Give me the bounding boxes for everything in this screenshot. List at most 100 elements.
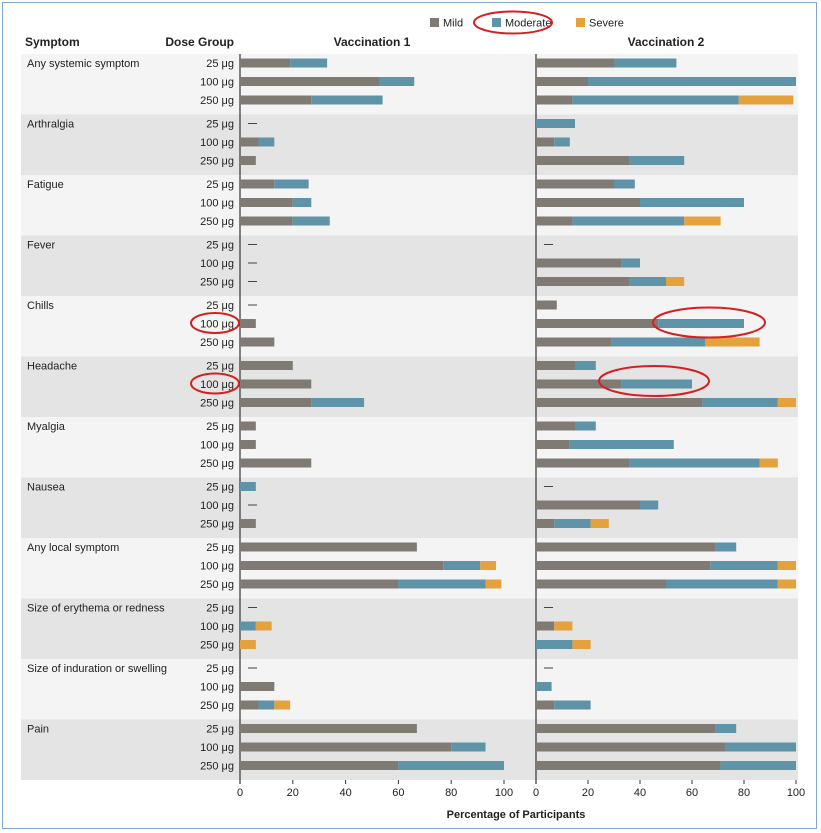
v2-arthralgia-250-ug-moderate-bar: [629, 156, 685, 165]
v2-any-local-symptom-100-ug-severe-bar: [777, 561, 796, 570]
v1-fatigue-100-ug-moderate-bar: [292, 198, 312, 207]
v1-fatigue-250-ug-moderate-bar: [292, 216, 330, 226]
dose-label-nausea-250-ug: 250 μg: [200, 519, 234, 531]
v2-pain-25-ug-moderate-bar: [715, 724, 737, 733]
v2-any-local-symptom-250-ug-moderate-bar: [666, 579, 778, 589]
panel2-xtick-label-20: 20: [582, 787, 594, 799]
v1-pain-250-ug-moderate-bar: [398, 761, 504, 770]
v2-fatigue-250-ug-mild-bar: [536, 216, 573, 226]
v1-pain-25-ug-mild-bar: [240, 724, 417, 733]
v2-any-systemic-symptom-250-ug-severe-bar: [738, 95, 794, 105]
panel2-xtick-label-100: 100: [787, 787, 805, 799]
v2-fatigue-100-ug-moderate-bar: [640, 198, 744, 207]
v1-fatigue-25-ug-moderate-bar: [274, 179, 309, 189]
x-axis-label: Percentage of Participants: [447, 809, 586, 821]
dose-label-fatigue-25-ug: 25 μg: [206, 179, 234, 191]
v1-any-systemic-symptom-25-ug-moderate-bar: [290, 58, 328, 68]
v1-any-systemic-symptom-100-ug-moderate-bar: [379, 77, 415, 86]
annotation-circle-headache-v2-bar: [598, 365, 710, 397]
panel1-xtick-label-100: 100: [495, 787, 513, 799]
v2-any-systemic-symptom-250-ug-mild-bar: [536, 95, 573, 105]
legend-label-severe: Severe: [589, 18, 624, 30]
v2-nausea-250-ug-severe-bar: [590, 519, 609, 528]
group-band-arthralgia: [21, 114, 798, 175]
v2-pain-100-ug-moderate-bar: [725, 742, 796, 752]
v1-size-of-erythema-or-redness-250-ug-severe-bar: [240, 640, 256, 649]
dose-label-fever-100-ug: 100 μg: [200, 258, 234, 270]
v2-any-local-symptom-100-ug-mild-bar: [536, 561, 711, 570]
symptom-label-myalgia: Myalgia: [27, 421, 66, 433]
v2-headache-25-ug-moderate-bar: [575, 361, 596, 370]
v2-chills-250-ug-moderate-bar: [611, 337, 705, 347]
v2-fever-100-ug-moderate-bar: [621, 258, 640, 268]
dose-label-headache-25-ug: 25 μg: [206, 361, 234, 373]
v2-any-local-symptom-250-ug-severe-bar: [777, 579, 796, 589]
panel1-xtick-label-0: 0: [237, 787, 243, 799]
v2-fatigue-25-ug-moderate-bar: [614, 179, 635, 189]
v2-size-of-induration-or-swelling-250-ug-moderate-bar: [554, 700, 591, 710]
v1-any-local-symptom-250-ug-moderate-bar: [398, 579, 486, 589]
v2-size-of-erythema-or-redness-250-ug-severe-bar: [572, 640, 591, 649]
symptom-label-any-systemic-symptom: Any systemic symptom: [27, 58, 139, 70]
v2-size-of-erythema-or-redness-100-ug-severe-bar: [554, 621, 573, 631]
dose-label-myalgia-250-ug: 250 μg: [200, 458, 234, 470]
v1-size-of-induration-or-swelling-250-ug-severe-bar: [274, 700, 291, 710]
v2-pain-100-ug-mild-bar: [536, 742, 726, 752]
v1-arthralgia-250-ug-mild-bar: [240, 156, 256, 165]
v2-headache-250-ug-severe-bar: [777, 398, 796, 407]
dose-label-size-of-erythema-or-redness-25-ug: 25 μg: [206, 603, 234, 615]
v2-headache-100-ug-mild-bar: [536, 379, 622, 389]
dose-label-pain-25-ug: 25 μg: [206, 724, 234, 736]
v1-any-systemic-symptom-100-ug-mild-bar: [240, 77, 380, 86]
v2-arthralgia-250-ug-mild-bar: [536, 156, 630, 165]
group-band-size-of-erythema-or-redness: [21, 598, 798, 659]
v1-size-of-erythema-or-redness-100-ug-severe-bar: [255, 621, 272, 631]
panel1-xtick-label-20: 20: [287, 787, 299, 799]
symptom-label-size-of-erythema-or-redness: Size of erythema or redness: [27, 603, 165, 615]
v2-headache-100-ug-moderate-bar: [621, 379, 692, 389]
dose-label-size-of-erythema-or-redness-100-ug: 100 μg: [200, 621, 234, 633]
v1-any-local-symptom-100-ug-moderate-bar: [443, 561, 481, 570]
dose-label-myalgia-25-ug: 25 μg: [206, 421, 234, 433]
v2-myalgia-250-ug-mild-bar: [536, 458, 630, 468]
symptom-label-nausea: Nausea: [27, 482, 66, 494]
header-symptom: Symptom: [25, 35, 80, 49]
dose-label-chills-100-ug: 100 μg: [200, 319, 234, 331]
v1-pain-100-ug-mild-bar: [240, 742, 452, 752]
v1-any-local-symptom-25-ug-mild-bar: [240, 542, 417, 552]
v2-any-systemic-symptom-100-ug-moderate-bar: [588, 77, 796, 86]
dose-label-any-systemic-symptom-25-ug: 25 μg: [206, 58, 234, 70]
chart-svg: Mild Moderate Severe Symptom Dose Group Vacci…: [21, 10, 805, 821]
v1-nausea-250-ug-mild-bar: [240, 519, 256, 528]
panel2-xtick-label-60: 60: [686, 787, 698, 799]
v2-chills-250-ug-mild-bar: [536, 337, 612, 347]
dose-label-nausea-25-ug: 25 μg: [206, 482, 234, 494]
v2-fatigue-25-ug-mild-bar: [536, 179, 614, 189]
v1-any-local-symptom-100-ug-mild-bar: [240, 561, 444, 570]
v1-size-of-induration-or-swelling-100-ug-mild-bar: [240, 682, 275, 691]
v1-any-local-symptom-250-ug-mild-bar: [240, 579, 399, 589]
dose-label-any-local-symptom-100-ug: 100 μg: [200, 561, 234, 573]
legend-swatch-moderate: [492, 18, 501, 27]
v2-fatigue-250-ug-moderate-bar: [572, 216, 685, 226]
dose-label-myalgia-100-ug: 100 μg: [200, 440, 234, 452]
dose-label-fever-250-ug: 250 μg: [200, 277, 234, 289]
symptom-label-any-local-symptom: Any local symptom: [27, 542, 119, 554]
v2-myalgia-250-ug-severe-bar: [759, 458, 778, 468]
v2-myalgia-25-ug-mild-bar: [536, 421, 575, 431]
legend-swatch-mild: [430, 18, 439, 27]
v2-fatigue-100-ug-mild-bar: [536, 198, 640, 207]
v2-any-systemic-symptom-100-ug-mild-bar: [536, 77, 588, 86]
v1-any-local-symptom-100-ug-severe-bar: [480, 561, 497, 570]
v2-myalgia-100-ug-mild-bar: [536, 440, 570, 449]
v1-fatigue-100-ug-mild-bar: [240, 198, 293, 207]
header-vaccination-2: Vaccination 2: [628, 35, 705, 49]
v2-pain-250-ug-moderate-bar: [720, 761, 796, 770]
v2-size-of-induration-or-swelling-100-ug-moderate-bar: [536, 682, 552, 691]
v1-any-systemic-symptom-250-ug-mild-bar: [240, 95, 312, 105]
v2-nausea-100-ug-mild-bar: [536, 500, 640, 510]
v1-fatigue-250-ug-mild-bar: [240, 216, 293, 226]
v2-fatigue-250-ug-severe-bar: [684, 216, 721, 226]
panel1-xtick-label-80: 80: [445, 787, 457, 799]
